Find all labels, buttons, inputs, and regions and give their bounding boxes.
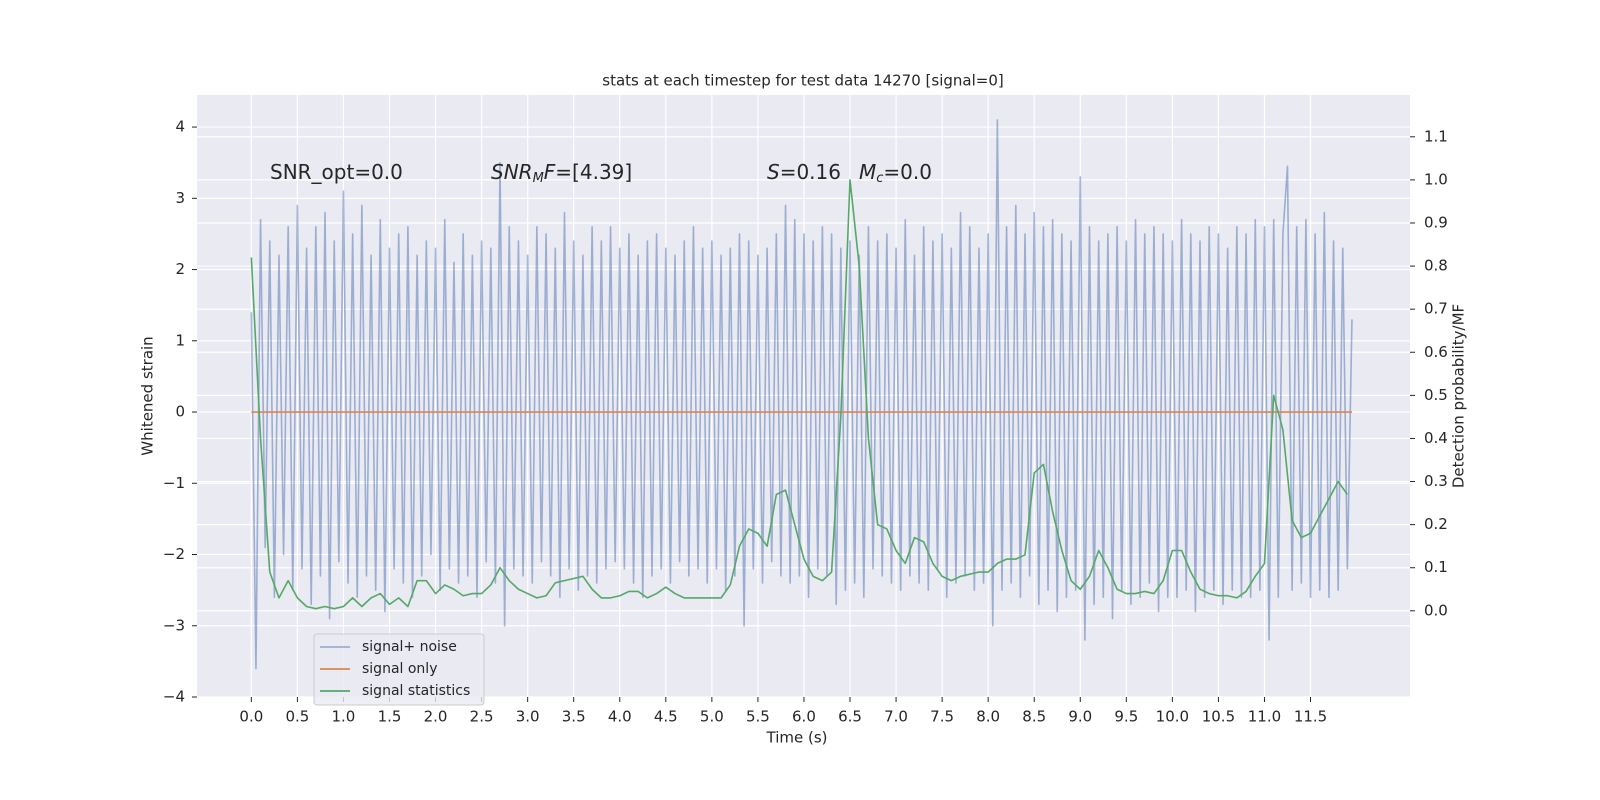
x-tick-label: 8.5 (1022, 708, 1046, 726)
legend: signal+ noise signal only signal statistic… (313, 633, 485, 706)
x-tick-label: 0.5 (285, 708, 309, 726)
y2-tick-label: 1.1 (1424, 127, 1448, 145)
annotation: SNRMF=[4.39] (491, 160, 632, 186)
x-tick-label: 3.5 (562, 708, 586, 726)
y-tick-label: 4 (175, 118, 185, 136)
x-tick-label: 6.5 (838, 708, 862, 726)
y2-tick-label: 0.0 (1424, 601, 1448, 619)
x-tick-label: 5.0 (700, 708, 724, 726)
annotation-part: =[4.39] (555, 160, 632, 184)
y-tick-label: 0 (175, 403, 185, 421)
y-tick-label: −3 (163, 616, 185, 634)
x-tick-label: 1.5 (378, 708, 402, 726)
annotation-part: F (544, 160, 556, 184)
series-line (250, 179, 1349, 610)
chart-title: stats at each timestep for test data 142… (602, 72, 1003, 90)
x-tick-label: 0.0 (239, 708, 263, 726)
y2-tick-label: 0.2 (1424, 515, 1448, 533)
y2-tick-label: 0.1 (1424, 558, 1448, 576)
y2-tick-label: 0.4 (1424, 429, 1448, 447)
y-tick-label: 3 (175, 189, 185, 207)
y2-tick-label: 0.9 (1424, 213, 1448, 231)
legend-label: signal statistics (362, 683, 470, 699)
x-tick-label: 8.0 (976, 708, 1000, 726)
y-tick-label: −1 (163, 474, 185, 492)
x-tick-label: 6.0 (792, 708, 816, 726)
x-tick-label: 1.0 (332, 708, 356, 726)
x-tick-label: 11.5 (1294, 708, 1327, 726)
x-tick-label: 7.5 (930, 708, 954, 726)
y-tick-label: −2 (163, 545, 185, 563)
y-tick-label: −4 (163, 688, 185, 706)
x-tick-label: 2.0 (424, 708, 448, 726)
x-tick-label: 5.5 (746, 708, 770, 726)
annotation: Mc=0.0 (859, 160, 932, 186)
annotation: SNR_opt=0.0 (270, 160, 403, 184)
y2-tick-label: 1.0 (1424, 170, 1448, 188)
annotation-part: SNR_opt=0.0 (270, 160, 403, 184)
annotation-part: c (876, 171, 883, 186)
x-tick-label: 4.5 (654, 708, 678, 726)
y2-axis-label: Detection probability/MF (1450, 304, 1468, 488)
axes: 0.0 0.5 1.0 1.5 2.0 2.5 3.0 3.5 4.0 4.5 5.0 5.5 6.0 6… (163, 118, 1448, 726)
y-tick-label: 1 (175, 331, 185, 349)
x-tick-label: 9.5 (1114, 708, 1138, 726)
x-axis-label: Time (s) (766, 729, 828, 747)
y-tick-label: 2 (175, 260, 185, 278)
x-tick-label: 3.0 (516, 708, 540, 726)
series-line (250, 119, 1353, 670)
x-tick-label: 2.5 (470, 708, 494, 726)
y2-tick-label: 0.8 (1424, 257, 1448, 275)
x-tick-label: 11.0 (1248, 708, 1281, 726)
annotation-part: M (859, 160, 876, 184)
x-tick-label: 9.0 (1068, 708, 1092, 726)
x-tick-label: 10.0 (1156, 708, 1189, 726)
annotation-part: M (533, 171, 544, 186)
x-tick-label: 7.0 (884, 708, 908, 726)
x-tick-label: 10.5 (1202, 708, 1235, 726)
y2-tick-label: 0.5 (1424, 386, 1448, 404)
y2-tick-label: 0.7 (1424, 300, 1448, 318)
legend-label: signal only (362, 661, 437, 677)
marks (250, 119, 1353, 670)
y2-tick-label: 0.3 (1424, 472, 1448, 490)
annotation-part: S (767, 160, 780, 184)
x-tick-label: 4.0 (608, 708, 632, 726)
annotation-part: SNR (491, 160, 533, 184)
legend-label: signal+ noise (362, 639, 457, 655)
annotation-part: =0.16 (780, 160, 841, 184)
annotation: S=0.16 (767, 160, 841, 184)
legend-box (313, 633, 485, 706)
annotation-part: =0.0 (883, 160, 932, 184)
y-axis-label: Whitened strain (139, 336, 157, 455)
y2-tick-label: 0.6 (1424, 343, 1448, 361)
